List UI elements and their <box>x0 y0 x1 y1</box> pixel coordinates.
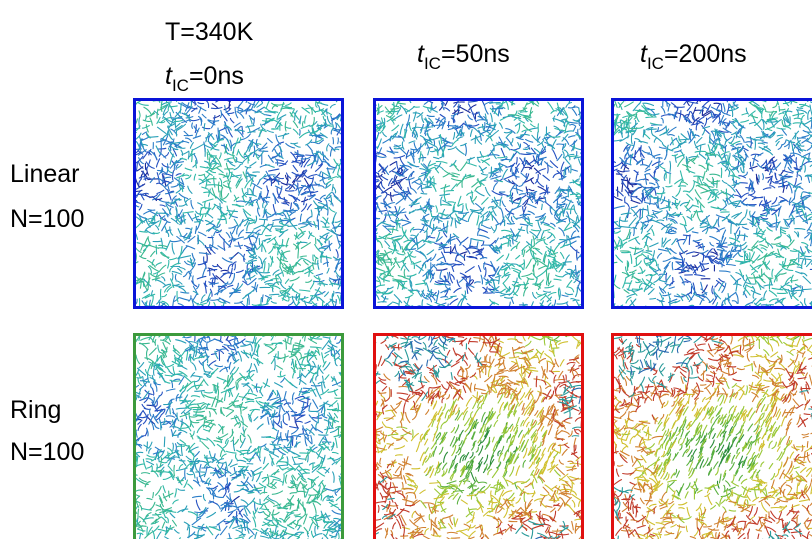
snapshot <box>602 88 812 318</box>
value: =200ns <box>664 40 747 68</box>
snapshot <box>126 325 354 539</box>
figure: T=340K tIC=0ns tIC=50ns tIC=200ns Linear N=1… <box>0 0 812 539</box>
snapshot <box>605 326 812 539</box>
subscript: IC <box>647 54 664 73</box>
temperature-label: T=340K <box>165 18 254 46</box>
column-header: tIC=200ns <box>640 40 747 73</box>
subscript: IC <box>424 54 441 73</box>
page: {"header": {"temperature": "T=340K", "co… <box>0 0 812 539</box>
snapshot <box>364 91 589 318</box>
subscript: IC <box>172 76 189 95</box>
column-header: tIC=0ns <box>165 62 244 95</box>
column-header: tIC=50ns <box>417 40 510 73</box>
value: =50ns <box>441 40 510 68</box>
value: =0ns <box>189 62 244 90</box>
row-n: N=100 <box>10 205 84 233</box>
snapshot <box>127 89 352 318</box>
snapshot <box>364 324 591 539</box>
row-label: Ring <box>10 396 61 424</box>
row-n: N=100 <box>10 438 84 466</box>
row-label: Linear <box>10 160 80 188</box>
